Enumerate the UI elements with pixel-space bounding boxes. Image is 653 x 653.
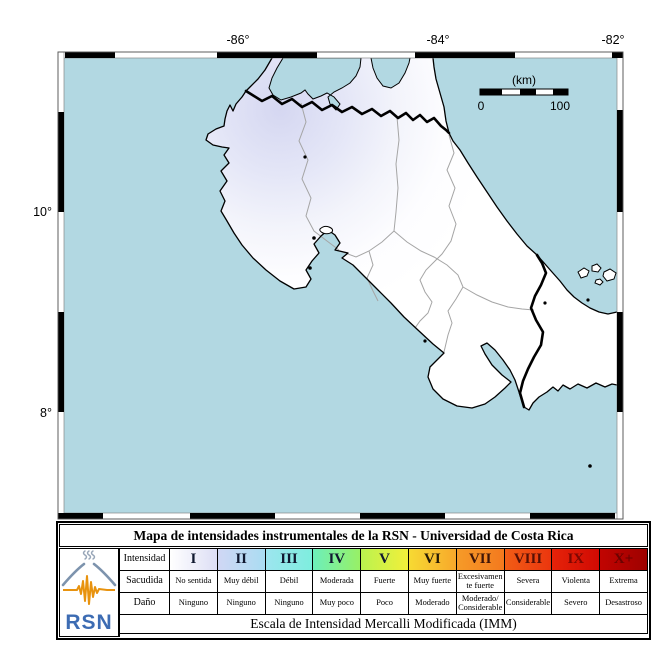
damage-cell-I: Ninguno	[170, 593, 218, 615]
intensity-cell-VII: VII	[456, 549, 505, 571]
row-label-damage: Daño	[120, 593, 170, 615]
lake-nicaragua	[268, 57, 362, 111]
lat-tick-10: 10°	[33, 205, 52, 219]
damage-cell-IX: Severo	[552, 593, 601, 615]
damage-cell-X+: Desastroso	[600, 593, 648, 615]
shaking-cell-VIII: Severa	[504, 571, 553, 593]
shaking-cell-II: Muy débil	[217, 571, 266, 593]
scale-bar: (km) 0 100	[478, 73, 571, 113]
shaking-cell-I: No sentida	[170, 571, 218, 593]
shaking-cell-III: Débil	[265, 571, 314, 593]
shaking-cell-V: Fuerte	[361, 571, 409, 593]
map-frame	[57, 51, 624, 520]
lake-nicaragua-east	[370, 57, 411, 89]
intensity-cell-X+: X+	[600, 549, 648, 571]
intensity-cell-III: III	[265, 549, 314, 571]
damage-cell-IV: Muy poco	[313, 593, 362, 615]
shaking-cell-IV: Moderada	[313, 571, 362, 593]
rsn-logo: RSN	[59, 548, 119, 637]
row-label-intensity: Intensidad	[120, 549, 170, 571]
damage-cell-VII: Moderado/​Considerable	[456, 593, 505, 615]
international-borders	[244, 89, 548, 409]
lon-tick-84: -84°	[426, 33, 449, 47]
province-borders	[298, 102, 535, 353]
lon-tick-82: -82°	[601, 33, 624, 47]
intensity-cell-VI: VI	[408, 549, 457, 571]
scale-max-label: 100	[550, 99, 570, 113]
landmass	[206, 58, 617, 410]
rsn-logo-text: RSN	[65, 611, 113, 634]
damage-cell-V: Poco	[361, 593, 409, 615]
intensity-cell-VIII: VIII	[504, 549, 553, 571]
damage-cell-II: Ninguno	[217, 593, 266, 615]
intensity-cell-IV: IV	[313, 549, 362, 571]
damage-cell-VIII: Considerable	[504, 593, 553, 615]
shaking-cell-IX: Violenta	[552, 571, 601, 593]
damage-cell-III: Ninguno	[265, 593, 314, 615]
legend-title: Mapa de intensidades instrumentales de l…	[59, 524, 648, 547]
rsn-logo-graphic	[61, 550, 117, 605]
legend-footer: Escala de Intensidad Mercalli Modificada…	[120, 615, 648, 634]
intensity-legend: Mapa de intensidades instrumentales de l…	[56, 521, 651, 640]
intensity-cell-V: V	[361, 549, 409, 571]
lat-tick-8: 8°	[40, 406, 52, 420]
shaking-cell-VI: Muy fuerte	[408, 571, 457, 593]
intensity-cell-IX: IX	[552, 549, 601, 571]
intensity-cell-I: I	[170, 549, 218, 571]
scale-min-label: 0	[478, 99, 485, 113]
row-label-shaking: Sacudida	[120, 571, 170, 593]
lon-tick-86: -86°	[226, 33, 249, 47]
scale-unit-label: (km)	[512, 73, 536, 87]
shaking-cell-VII: Excesivamente fuerte	[456, 571, 505, 593]
intensity-cell-II: II	[217, 549, 266, 571]
damage-cell-VI: Moderado	[408, 593, 457, 615]
legend-grid: Intensidad I II III IV V VI VII VIII IX X+ Sacudida…	[119, 548, 648, 637]
shaking-cell-X+: Extrema	[600, 571, 648, 593]
